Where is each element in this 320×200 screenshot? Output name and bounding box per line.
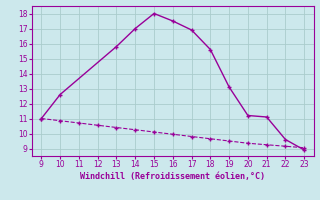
- X-axis label: Windchill (Refroidissement éolien,°C): Windchill (Refroidissement éolien,°C): [80, 172, 265, 181]
